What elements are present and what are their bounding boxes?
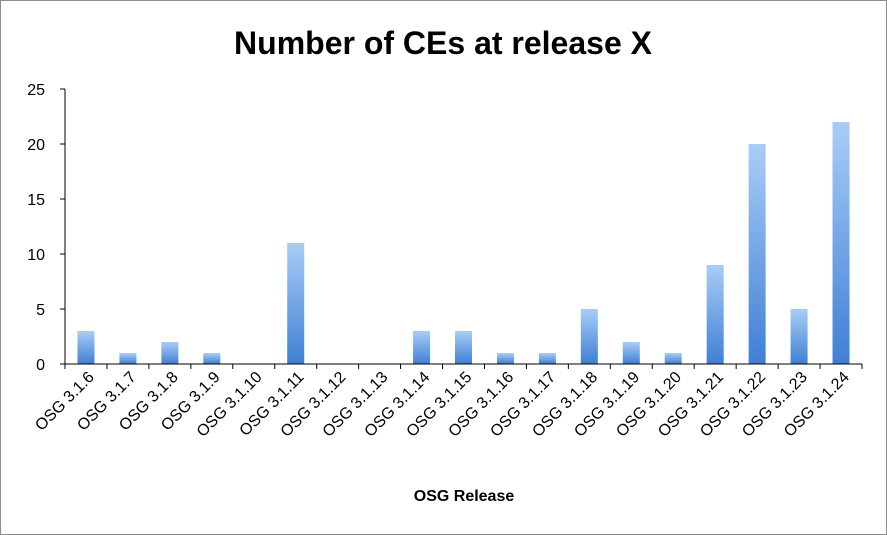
bar [455, 331, 472, 364]
bar [622, 342, 640, 364]
bar [790, 309, 808, 364]
bar [413, 331, 431, 364]
x-axis-label: OSG Release [414, 488, 515, 505]
bar [664, 353, 682, 364]
bar [77, 331, 95, 364]
y-tick-label: 20 [27, 137, 45, 154]
bar [706, 265, 724, 364]
y-tick-label: 5 [36, 302, 45, 319]
chart-title: Number of CEs at release X [234, 25, 653, 61]
bar [748, 144, 766, 364]
bar [287, 243, 305, 364]
bar [203, 353, 221, 364]
bar [496, 353, 514, 364]
y-axis: 0 5 10 15 20 25 [27, 82, 66, 374]
bar [580, 309, 598, 364]
y-tick-label: 0 [36, 357, 45, 374]
y-tick-label: 10 [27, 247, 45, 264]
y-tick-label: 25 [27, 82, 45, 99]
bar [832, 122, 850, 364]
bar [161, 342, 179, 364]
bars [77, 122, 850, 364]
bar [538, 353, 556, 364]
y-tick-label: 15 [27, 192, 45, 209]
bar [119, 353, 137, 364]
